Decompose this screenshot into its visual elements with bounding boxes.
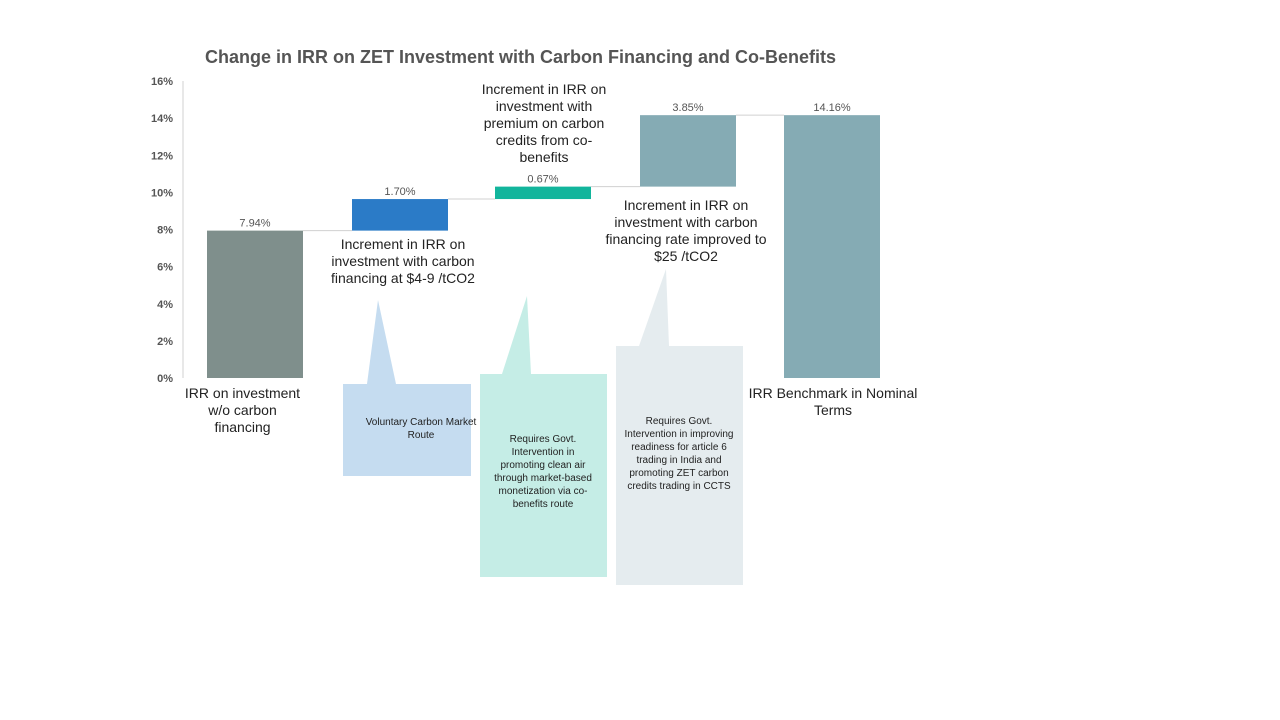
bar-improved-rate [640, 115, 736, 187]
callout-co-benefits-route: Requires Govt. Intervention in promoting… [494, 434, 592, 510]
y-tick-label: 4% [157, 299, 173, 311]
y-tick-label: 14% [151, 113, 173, 125]
bar-carbon-financing [352, 199, 448, 231]
callout-article6-ccts: Requires Govt. Intervention in improving… [624, 416, 734, 492]
category-label-base: IRR on investment w/o carbon financing [184, 385, 301, 435]
y-tick-label: 8% [157, 225, 173, 237]
bar-base [207, 230, 303, 378]
data-label: 0.67% [527, 174, 558, 186]
category-label-co-benefits: Increment in IRR on investment with prem… [481, 81, 607, 165]
data-label: 1.70% [384, 186, 415, 198]
chart-title: Change in IRR on ZET Investment with Car… [205, 47, 837, 67]
y-tick-label: 0% [157, 373, 173, 385]
callout-box-co-benefits-route [480, 296, 607, 577]
y-tick-label: 6% [157, 262, 173, 274]
y-tick-label: 16% [151, 76, 173, 88]
data-label: 7.94% [239, 218, 270, 230]
category-label-improved-rate: Increment in IRR on investment with carb… [605, 197, 767, 264]
bar-co-benefits [495, 186, 591, 200]
y-tick-label: 10% [151, 187, 173, 199]
callout-box-article6-ccts [616, 269, 743, 585]
data-label: 14.16% [813, 102, 851, 114]
data-label: 3.85% [672, 102, 703, 114]
y-tick-label: 2% [157, 336, 173, 348]
category-label-carbon-financing: Increment in IRR on investment with carb… [331, 236, 475, 286]
bar-benchmark [784, 115, 880, 378]
category-label-benchmark: IRR Benchmark in Nominal Terms [748, 385, 918, 418]
callout-voluntary-market: Voluntary Carbon Market Route [365, 417, 477, 441]
y-tick-label: 12% [151, 150, 173, 162]
callout-box-voluntary-market [343, 300, 471, 476]
